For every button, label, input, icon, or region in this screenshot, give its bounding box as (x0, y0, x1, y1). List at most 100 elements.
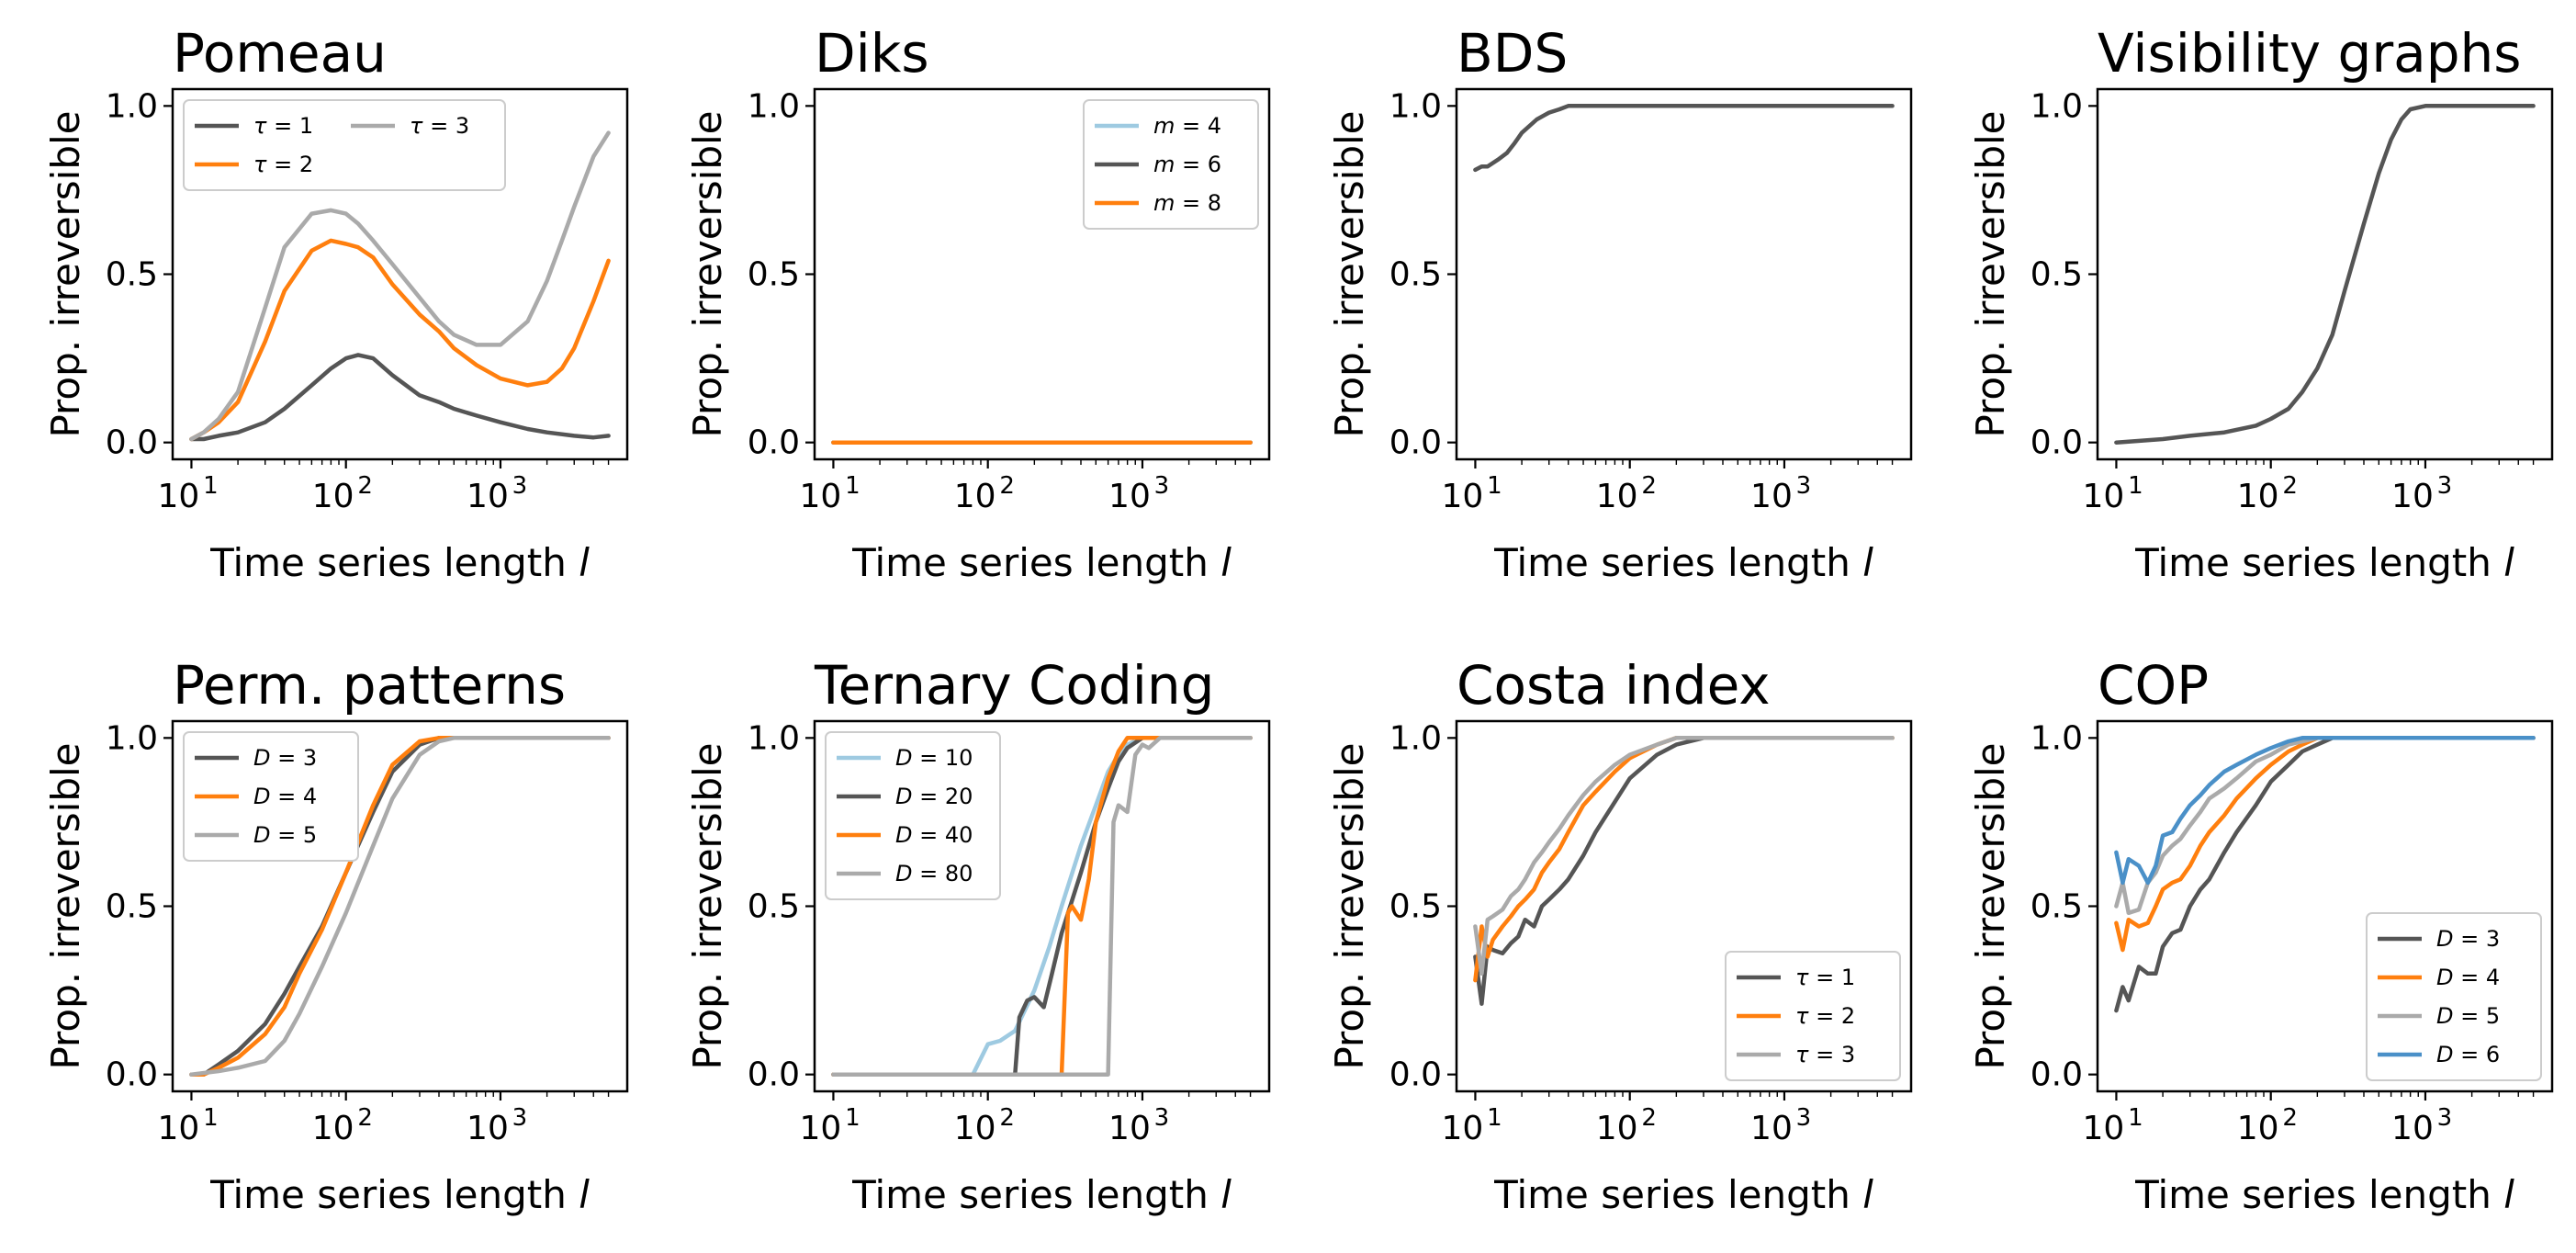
y-tick-label: 0.0 (748, 424, 800, 462)
series-line (189, 736, 611, 1077)
y-axis-label: Prop. irreversible (1968, 110, 2013, 437)
y-tick-label: 0.5 (748, 888, 800, 926)
legend-label: τ = 3 (1795, 1042, 1855, 1067)
y-tick-label: 0.5 (1389, 256, 1442, 294)
legend-label: τ = 1 (253, 113, 313, 139)
y-axis-label: Prop. irreversible (43, 742, 88, 1069)
y-tick-label: 1.0 (2030, 719, 2083, 757)
x-axis-label: Time series length l (851, 1172, 1232, 1217)
y-tick-label: 0.5 (1389, 888, 1442, 926)
x-tick-label: 10 3 (1750, 1104, 1811, 1147)
y-axis-label: Prop. irreversible (1327, 110, 1372, 437)
series-line (1473, 736, 1895, 976)
x-tick-label: 10 2 (954, 472, 1015, 515)
legend: D = 10 D = 20 D = 40 D = 80 (825, 731, 1001, 900)
series-line (2114, 736, 2536, 953)
series-line (2114, 104, 2536, 445)
legend-label: m = 4 (1153, 113, 1221, 139)
y-axis-label: Prop. irreversible (685, 742, 730, 1069)
legend-label: τ = 2 (253, 152, 313, 177)
y-tick-label: 0.5 (106, 256, 158, 294)
y-tick-label: 0.0 (2030, 424, 2083, 462)
y-tick-label: 0.0 (748, 1056, 800, 1094)
y-axis-label: Prop. irreversible (685, 110, 730, 437)
legend-label: m = 6 (1153, 152, 1221, 177)
legend-label: D = 10 (895, 745, 973, 771)
series-line (831, 736, 1253, 1077)
chart-panel: Ternary Coding 0.0 0.5 1.0 10 1 10 2 10 3 Time ser… (685, 654, 1271, 1217)
y-tick-label: 1.0 (106, 719, 158, 757)
x-axis-label: Time series length l (209, 540, 590, 585)
chart-title: COP (2098, 654, 2209, 717)
x-tick-label: 10 1 (800, 472, 861, 515)
chart-title: Diks (815, 22, 929, 85)
legend-label: τ = 1 (1795, 965, 1855, 990)
x-axis-label: Time series length l (2134, 1172, 2514, 1217)
x-tick-label: 10 3 (467, 1104, 527, 1147)
x-tick-label: 10 1 (158, 472, 219, 515)
x-tick-label: 10 2 (2237, 472, 2298, 515)
x-tick-label: 10 3 (1108, 1104, 1169, 1147)
y-tick-label: 1.0 (106, 87, 158, 125)
chart-title: Costa index (1457, 654, 1771, 717)
y-tick-label: 1.0 (2030, 87, 2083, 125)
series-line (2114, 736, 2536, 1013)
x-tick-label: 10 2 (2237, 1104, 2298, 1147)
x-axis-label: Time series length l (851, 540, 1232, 585)
legend-label: D = 5 (2436, 1003, 2500, 1029)
x-tick-label: 10 3 (2391, 472, 2452, 515)
legend-box (2366, 912, 2542, 1081)
x-tick-label: 10 2 (312, 472, 373, 515)
legend-label: D = 4 (253, 784, 317, 809)
y-axis-label: Prop. irreversible (1968, 742, 2013, 1069)
legend-label: τ = 2 (1795, 1003, 1855, 1029)
x-tick-label: 10 2 (1596, 1104, 1657, 1147)
legend-label: τ = 3 (410, 113, 469, 139)
x-tick-label: 10 2 (312, 1104, 373, 1147)
series-line (189, 353, 611, 442)
chart-panel: Diks 0.0 0.5 1.0 10 1 10 2 10 3 Time series length… (685, 22, 1271, 585)
series-line (831, 736, 1253, 1077)
legend: τ = 1 τ = 2 τ = 3 (183, 99, 506, 191)
legend-label: D = 80 (895, 861, 973, 886)
chart-panel: Pomeau 0.0 0.5 1.0 10 1 10 2 10 3 Time series leng… (43, 22, 629, 585)
legend-box (183, 731, 359, 862)
y-tick-label: 0.0 (2030, 1056, 2083, 1094)
series-line (2114, 736, 2536, 916)
legend-box (825, 731, 1001, 900)
chart-panel: Costa index 0.0 0.5 1.0 10 1 10 2 10 3 Time series… (1327, 654, 1913, 1217)
legend-label: D = 3 (253, 745, 317, 771)
legend-label: D = 3 (2436, 926, 2500, 952)
y-tick-label: 0.5 (106, 888, 158, 926)
legend: D = 3 D = 4 D = 5 D = 6 (2366, 912, 2542, 1081)
series-line (189, 736, 611, 1077)
series-line (1473, 736, 1895, 1006)
plot-frame (2096, 87, 2554, 461)
x-axis-label: Time series length l (1493, 540, 1873, 585)
chart-title: Pomeau (173, 22, 387, 85)
y-tick-label: 0.0 (1389, 1056, 1442, 1094)
x-axis-label: Time series length l (209, 1172, 590, 1217)
plot-frame (1455, 87, 1913, 461)
chart-panel: COP 0.0 0.5 1.0 10 1 10 2 10 3 Time series length … (1968, 654, 2554, 1217)
chart-title: Visibility graphs (2098, 22, 2522, 85)
y-tick-label: 1.0 (748, 87, 800, 125)
legend-label: D = 40 (895, 822, 973, 848)
legend-label: D = 4 (2436, 965, 2500, 990)
chart-title: Ternary Coding (814, 654, 1214, 717)
chart-panel: Visibility graphs 0.0 0.5 1.0 10 1 10 2 10 3 Time … (1968, 22, 2554, 585)
legend: τ = 1 τ = 2 τ = 3 (1725, 951, 1901, 1081)
legend-box (183, 99, 506, 191)
legend-label: m = 8 (1153, 190, 1221, 216)
series-line (831, 736, 1253, 1077)
legend-box (1083, 99, 1259, 230)
x-tick-label: 10 3 (1750, 472, 1811, 515)
legend-label: D = 5 (253, 822, 317, 848)
series-line (189, 238, 611, 442)
x-tick-label: 10 2 (1596, 472, 1657, 515)
y-tick-label: 0.5 (748, 256, 800, 294)
x-tick-label: 10 1 (1442, 472, 1502, 515)
y-tick-label: 0.0 (1389, 424, 1442, 462)
legend-box (1725, 951, 1901, 1081)
